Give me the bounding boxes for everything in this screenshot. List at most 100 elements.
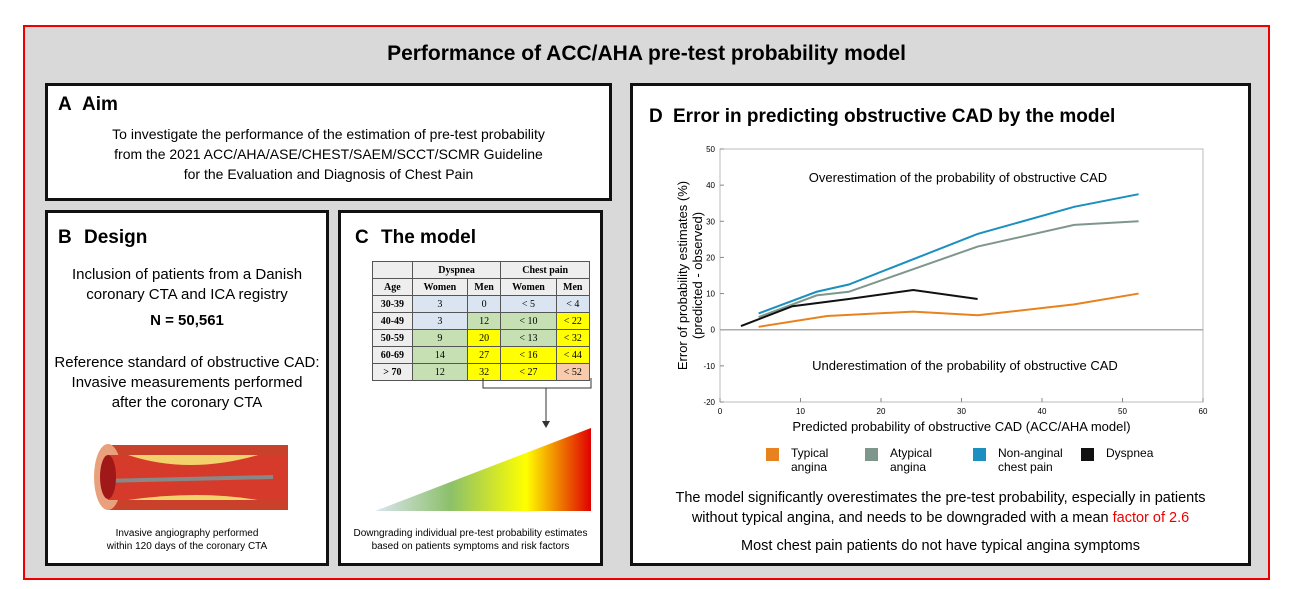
- cell: < 52: [555, 363, 591, 381]
- series-line: [758, 292, 1139, 328]
- text-line: Inclusion of patients from a Danish: [71, 266, 303, 283]
- cell: 14: [411, 346, 468, 364]
- gradient-triangle: [375, 428, 591, 511]
- panel-letter: A: [58, 94, 72, 115]
- note: Most chest pain patients do not have typ…: [741, 538, 1140, 554]
- reference: Reference standard of obstructive CAD: I…: [48, 353, 326, 413]
- header-row: Dyspnea Chest pain: [372, 261, 590, 279]
- legend-label: Dyspnea: [1106, 446, 1154, 460]
- table-row: 40-49 3 12 < 10 < 22: [372, 312, 591, 330]
- age-cell: 50-59: [372, 329, 413, 347]
- cell: < 22: [555, 312, 591, 330]
- text-line: based on patients symptoms and risk fact…: [371, 541, 570, 552]
- x-tick-label: 50: [1118, 407, 1127, 416]
- aim-text: To investigate the performance of the es…: [48, 124, 609, 184]
- age-cell: 40-49: [372, 312, 413, 330]
- legend-swatch: [1081, 448, 1094, 461]
- sample-size: N = 50,561: [150, 312, 224, 329]
- cell: < 27: [500, 363, 557, 381]
- column-header: Women: [411, 278, 468, 296]
- x-tick-label: 10: [796, 407, 805, 416]
- y-tick-label: 20: [706, 253, 715, 262]
- chart: -20 -10 0 10 20 30 40 50 0 10 20 30 40 50 60 Predicted …: [675, 145, 1208, 434]
- text-line: after the coronary CTA: [111, 394, 263, 411]
- x-tick-label: 60: [1199, 407, 1208, 416]
- y-tick-label: 0: [711, 326, 716, 335]
- corner: [372, 261, 413, 279]
- table-row: > 70 12 32 < 27 < 52: [372, 363, 591, 381]
- cell: 12: [466, 312, 502, 330]
- group-header: Dyspnea: [411, 261, 502, 279]
- cell: 27: [466, 346, 502, 364]
- cell: 32: [466, 363, 502, 381]
- legend-label: Typical angina: [791, 446, 829, 474]
- series-line: [758, 193, 1139, 315]
- text-line: for the Evaluation and Diagnosis of Ches…: [183, 166, 474, 182]
- panel-heading: Error in predicting obstructive CAD by t…: [673, 106, 1116, 127]
- artery-illustration: [94, 444, 288, 510]
- legend-swatch: [865, 448, 878, 461]
- figure-caption: Invasive angiography performed within 12…: [48, 527, 326, 553]
- annotation: Overestimation of the probability of obs…: [809, 170, 1107, 185]
- x-tick-label: 30: [957, 407, 966, 416]
- panel-heading: The model: [381, 227, 477, 248]
- text-line: The model significantly overestimates th…: [675, 490, 1206, 506]
- legend-label: Non-anginal chest pain: [998, 446, 1063, 474]
- cell: < 10: [500, 312, 557, 330]
- panel-heading: Design: [84, 227, 148, 248]
- group-header: Chest pain: [500, 261, 590, 279]
- y-tick-label: -20: [703, 398, 715, 407]
- text-part: without typical angina, and needs to be …: [691, 510, 1113, 526]
- column-header: Men: [466, 278, 502, 296]
- bracket: [482, 378, 592, 389]
- downgrade-graphic: [375, 378, 592, 511]
- cell: 3: [411, 312, 468, 330]
- table-row: 50-59 9 20 < 13 < 32: [372, 329, 591, 347]
- catheter: [102, 475, 274, 483]
- conclusion: The model significantly overestimates th…: [633, 488, 1248, 556]
- x-tick-label: 40: [1038, 407, 1047, 416]
- panel-letter: B: [58, 227, 72, 248]
- text-line: To investigate the performance of the es…: [112, 126, 545, 142]
- text-line: without typical angina, and needs to be …: [633, 508, 1248, 528]
- model-caption: Downgrading individual pre-test probabil…: [341, 527, 600, 553]
- cell: 0: [466, 295, 502, 313]
- cell: < 4: [555, 295, 591, 313]
- series-line: [740, 288, 978, 328]
- header-row: Age Women Men Women Men: [372, 278, 591, 296]
- inclusion: Inclusion of patients from a Danish coro…: [48, 265, 326, 331]
- legend-swatch: [766, 448, 779, 461]
- x-axis-label: Predicted probability of obstructive CAD…: [792, 419, 1130, 434]
- y-tick-label: -10: [703, 362, 715, 371]
- x-tick-label: 20: [877, 407, 886, 416]
- cell: < 13: [500, 329, 557, 347]
- x-tick-label: 0: [718, 407, 723, 416]
- y-tick-label: 50: [706, 145, 715, 154]
- cell: 9: [411, 329, 468, 347]
- arrow-head: [542, 421, 550, 428]
- y-tick-label: 30: [706, 217, 715, 226]
- cell: 3: [411, 295, 468, 313]
- column-header: Age: [372, 278, 413, 296]
- panel-d: D Error in predicting obstructive CAD by…: [630, 83, 1251, 566]
- y-axis-label: (predicted - observed): [690, 212, 705, 339]
- age-cell: > 70: [372, 363, 413, 381]
- title: Performance of ACC/AHA pre-test probabil…: [387, 42, 906, 65]
- cell: < 5: [500, 295, 557, 313]
- panel-b: B Design Inclusion of patients from a Da…: [45, 210, 329, 566]
- annotation: Underestimation of the probability of ob…: [812, 358, 1118, 373]
- y-tick-label: 40: [706, 181, 715, 190]
- table-row: 30-39 3 0 < 5 < 4: [372, 295, 591, 313]
- lumen-end: [100, 455, 116, 499]
- age-cell: 60-69: [372, 346, 413, 364]
- panel-a: A Aim To investigate the performance of …: [45, 83, 612, 201]
- model-table: Dyspnea Chest pain Age Women Men Women Men 30-3…: [372, 261, 591, 381]
- cell: < 32: [555, 329, 591, 347]
- plaque: [128, 495, 258, 500]
- y-tick-label: 10: [706, 290, 715, 299]
- text-line: Invasive angiography performed: [115, 528, 259, 539]
- table-row: 60-69 14 27 < 16 < 44: [372, 346, 591, 364]
- text-line: Reference standard of obstructive CAD:: [54, 354, 320, 371]
- cell: 20: [466, 329, 502, 347]
